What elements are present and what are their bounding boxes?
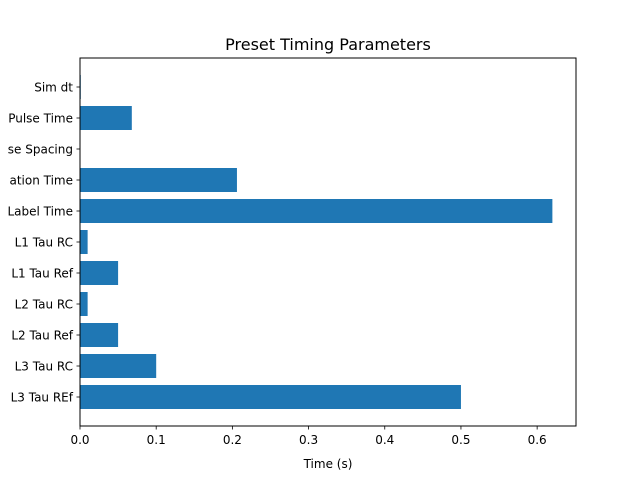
y-tick-label: Label Time <box>7 205 73 219</box>
y-tick-label: L1 Tau Ref <box>11 267 73 281</box>
y-tick-label: L3 Tau REf <box>11 391 74 405</box>
x-tick-label: 0.6 <box>528 433 547 447</box>
bar <box>80 199 553 223</box>
y-tick-label: Pulse Time <box>8 112 73 126</box>
y-axis: Sim dt Pulse Time se Spacing ation Time Labe… <box>7 81 80 405</box>
y-tick-label: L2 Tau RC <box>15 298 73 312</box>
bar <box>80 354 157 378</box>
x-tick-label: 0.5 <box>451 433 470 447</box>
bar <box>80 385 461 409</box>
x-tick-label: 0.4 <box>375 433 394 447</box>
bar <box>80 292 88 316</box>
bar <box>80 230 88 254</box>
bars-group <box>80 75 553 409</box>
x-tick-label: 0.0 <box>70 433 89 447</box>
y-tick-label: L1 Tau RC <box>15 236 73 250</box>
bar <box>80 261 119 285</box>
y-tick-label: L2 Tau Ref <box>11 329 73 343</box>
chart-title: Preset Timing Parameters <box>225 35 431 54</box>
bar <box>80 106 132 130</box>
y-tick-label: Sim dt <box>34 81 73 95</box>
y-tick-label: se Spacing <box>8 143 73 157</box>
x-axis: 0.0 0.1 0.2 0.3 0.4 0.5 0.6 <box>70 426 547 447</box>
x-tick-label: 0.1 <box>147 433 166 447</box>
bar <box>80 323 119 347</box>
x-tick-label: 0.3 <box>299 433 318 447</box>
y-tick-label: ation Time <box>9 174 73 188</box>
bar <box>80 168 237 192</box>
plot-frame <box>79 57 577 427</box>
y-tick-label: L3 Tau RC <box>15 360 73 374</box>
x-tick-label: 0.2 <box>223 433 242 447</box>
x-axis-label: Time (s) <box>303 457 353 471</box>
